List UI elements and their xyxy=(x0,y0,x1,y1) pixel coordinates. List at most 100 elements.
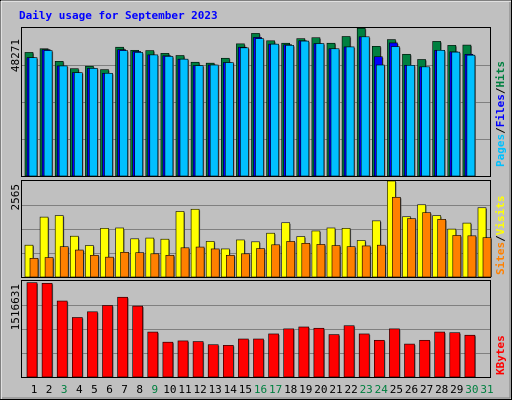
legend-visits: Visits xyxy=(494,196,507,236)
bar-sites-day-3 xyxy=(59,246,69,278)
top-legend: Pages/Files/Hits xyxy=(494,61,507,167)
legend-files: Files xyxy=(494,94,507,127)
x-tick-label-day-21: 21 xyxy=(329,383,342,396)
x-tick-label-day-22: 22 xyxy=(344,383,357,396)
bar-sites-day-15 xyxy=(241,253,250,278)
mid-max-label: 2565 xyxy=(9,184,22,211)
bar-pages-day-28 xyxy=(436,49,446,177)
bar-pages-day-24 xyxy=(375,64,385,177)
bar-sites-day-13 xyxy=(210,248,220,278)
bar-kbytes-day-26 xyxy=(404,343,415,378)
top-max-label: 48271 xyxy=(9,39,22,72)
legend-kbytes: KBytes xyxy=(494,335,507,375)
bar-kbytes-day-3 xyxy=(56,300,68,378)
x-tick-label-day-9: 9 xyxy=(151,383,158,396)
bar-pages-day-2 xyxy=(43,50,53,177)
bar-kbytes-day-21 xyxy=(328,334,340,378)
bar-sites-day-9 xyxy=(150,253,160,278)
x-tick-label-day-8: 8 xyxy=(136,383,143,396)
x-tick-label-day-3: 3 xyxy=(61,383,68,396)
legend-pages: Pages xyxy=(494,134,507,167)
bar-pages-day-4 xyxy=(74,72,83,177)
bar-kbytes-day-12 xyxy=(192,341,204,378)
panel-top: 48271 Pages/Files/Hits xyxy=(9,27,507,177)
bottom-max-label: 1516631 xyxy=(9,284,22,330)
bar-kbytes-day-11 xyxy=(177,340,189,378)
bar-pages-day-27 xyxy=(421,66,430,177)
bar-sites-day-24 xyxy=(376,244,386,278)
x-tick-label-day-10: 10 xyxy=(163,383,176,396)
bar-visits-day-3 xyxy=(54,215,64,278)
bar-kbytes-day-22 xyxy=(343,325,355,378)
bottom-legend: KBytes xyxy=(494,335,507,375)
bar-pages-day-13 xyxy=(209,64,219,177)
bar-pages-day-15 xyxy=(240,47,249,177)
bar-sites-day-25 xyxy=(392,196,401,278)
bar-visits-day-6 xyxy=(100,228,109,278)
bar-pages-day-30 xyxy=(466,54,476,177)
bar-visits-day-2 xyxy=(39,216,49,278)
x-tick-label-day-15: 15 xyxy=(239,383,252,396)
bar-kbytes-day-4 xyxy=(72,317,83,378)
bar-visits-day-12 xyxy=(190,208,200,278)
bar-sites-day-30 xyxy=(467,235,477,278)
bar-pages-day-14 xyxy=(225,62,234,177)
x-tick-label-day-30: 30 xyxy=(465,383,478,396)
bar-kbytes-day-10 xyxy=(162,341,174,378)
bar-pages-day-11 xyxy=(179,58,189,177)
bar-pages-day-6 xyxy=(104,72,113,177)
legend-sep-1: / xyxy=(494,127,507,134)
x-tick-label-day-19: 19 xyxy=(299,383,312,396)
bar-pages-day-10 xyxy=(164,56,174,177)
bar-kbytes-day-14 xyxy=(223,345,234,378)
mid-legend: Sites/Visits xyxy=(494,196,507,276)
bar-sites-day-2 xyxy=(44,257,54,278)
x-tick-label-day-24: 24 xyxy=(375,383,389,396)
bar-pages-day-19 xyxy=(300,40,310,177)
bars-top xyxy=(24,27,476,177)
bar-pages-day-26 xyxy=(406,65,415,177)
x-tick-label-day-16: 16 xyxy=(254,383,267,396)
bar-sites-day-11 xyxy=(180,247,190,278)
bar-pages-day-17 xyxy=(270,43,279,177)
bar-pages-day-18 xyxy=(285,45,295,177)
bar-sites-day-16 xyxy=(256,248,265,278)
bar-sites-day-14 xyxy=(226,254,235,278)
bar-sites-day-10 xyxy=(165,254,175,278)
bar-pages-day-29 xyxy=(451,51,461,177)
bar-visits-day-11 xyxy=(175,211,185,278)
x-tick-label-day-23: 23 xyxy=(360,383,373,396)
bar-kbytes-day-25 xyxy=(389,328,400,378)
bar-kbytes-day-23 xyxy=(358,333,370,378)
bar-sites-day-1 xyxy=(29,257,39,278)
bar-pages-day-12 xyxy=(194,65,204,177)
bar-pages-day-8 xyxy=(134,52,143,177)
bar-pages-day-5 xyxy=(89,68,98,177)
panel-bottom: 1516631 KBytes xyxy=(9,280,507,378)
bar-kbytes-day-19 xyxy=(298,326,310,378)
bar-kbytes-day-29 xyxy=(449,332,461,378)
bar-sites-day-4 xyxy=(75,249,84,278)
legend-sep-3: / xyxy=(494,235,507,242)
bar-kbytes-day-9 xyxy=(147,331,159,378)
panel-mid: 2565 Sites/Visits xyxy=(9,180,507,278)
bar-pages-day-20 xyxy=(315,43,325,177)
x-tick-label-day-5: 5 xyxy=(91,383,98,396)
legend-sites: Sites xyxy=(494,242,507,275)
bar-pages-day-25 xyxy=(391,46,400,177)
bar-sites-day-23 xyxy=(361,245,371,278)
x-tick-label-day-4: 4 xyxy=(76,383,83,396)
bar-pages-day-16 xyxy=(255,38,264,177)
bar-kbytes-day-17 xyxy=(268,333,279,378)
x-tick-label-day-17: 17 xyxy=(269,383,282,396)
chart-title: Daily usage for September 2023 xyxy=(19,9,218,22)
bar-kbytes-day-8 xyxy=(132,305,143,378)
x-tick-label-day-28: 28 xyxy=(435,383,448,396)
x-axis-day-labels: 1 2 3 4 5 6 7 8 9 10 11 12 13 14 15 16 17 18 19 20 21 22 23 24 2… xyxy=(31,383,494,396)
x-tick-label-day-2: 2 xyxy=(46,383,53,396)
bar-sites-day-6 xyxy=(105,256,114,278)
bar-kbytes-day-2 xyxy=(41,283,53,378)
bar-sites-day-18 xyxy=(286,241,296,278)
bar-kbytes-day-13 xyxy=(207,344,219,378)
